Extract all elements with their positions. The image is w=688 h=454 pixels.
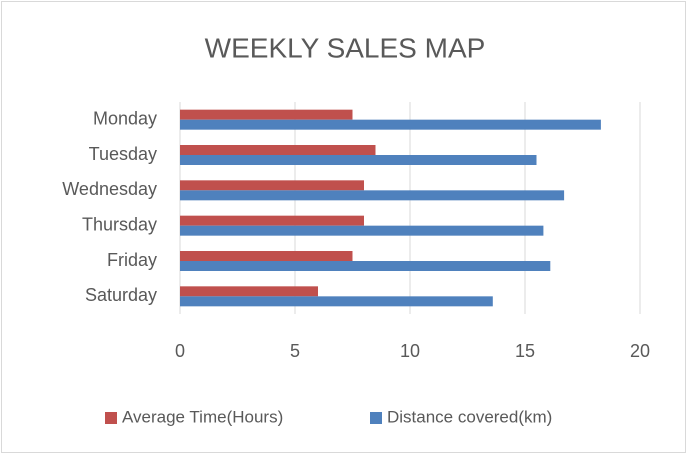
x-tick-label: 5 xyxy=(290,341,300,361)
bar xyxy=(180,145,376,155)
bar xyxy=(180,225,544,236)
chart-title: WEEKLY SALES MAP xyxy=(205,32,486,63)
legend-swatch xyxy=(370,412,382,424)
legend-label: Distance covered(km) xyxy=(387,407,552,426)
y-tick-label: Saturday xyxy=(85,285,157,305)
y-tick-label: Friday xyxy=(107,250,157,270)
y-tick-label: Tuesday xyxy=(89,144,157,164)
y-tick-label: Monday xyxy=(93,108,157,128)
bar xyxy=(180,251,353,261)
bar xyxy=(180,261,551,271)
x-tick-label: 15 xyxy=(515,341,535,361)
legend-label: Average Time(Hours) xyxy=(122,407,283,426)
bar xyxy=(180,180,364,191)
x-tick-label: 0 xyxy=(175,341,185,361)
bar xyxy=(180,286,318,297)
bar xyxy=(180,155,537,165)
x-tick-label: 20 xyxy=(630,341,650,361)
bar xyxy=(180,215,364,226)
bar xyxy=(180,190,565,201)
y-tick-label: Thursday xyxy=(82,214,157,234)
bar xyxy=(180,109,353,120)
bar xyxy=(180,296,493,307)
legend-swatch xyxy=(105,412,117,424)
y-tick-label: Wednesday xyxy=(62,179,157,199)
bar xyxy=(180,119,601,130)
x-tick-label: 10 xyxy=(400,341,420,361)
